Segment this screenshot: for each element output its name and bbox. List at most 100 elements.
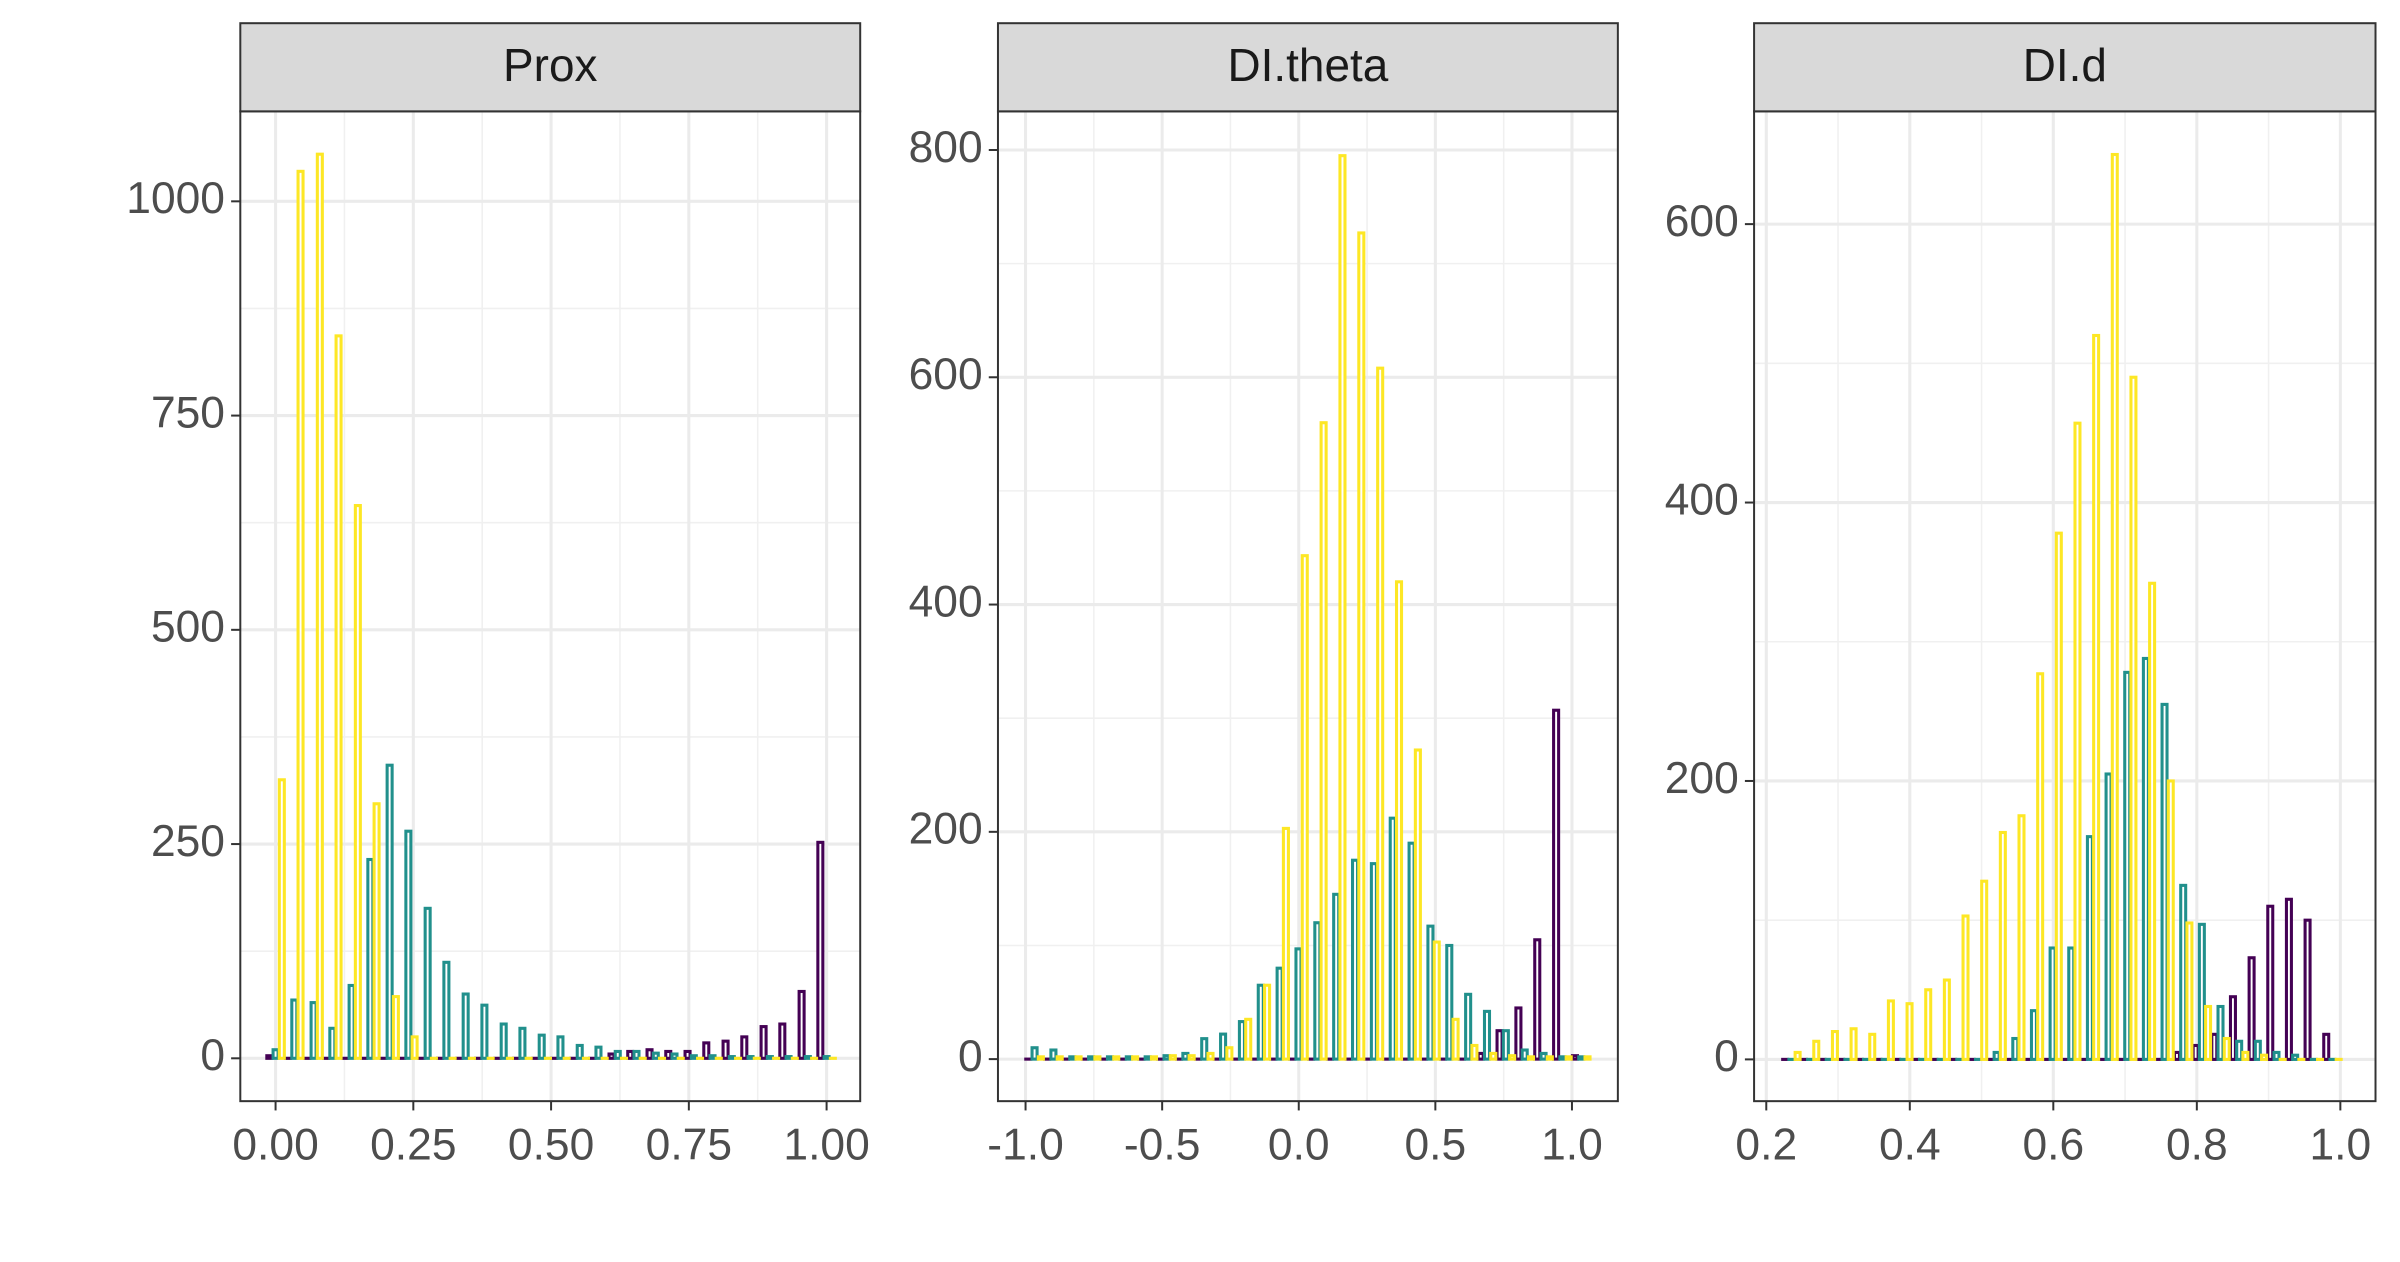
bar <box>2191 1043 2200 1061</box>
bar <box>2148 581 2157 1061</box>
y-tick-label: 500 <box>151 602 225 651</box>
bar <box>2123 670 2132 1061</box>
bar <box>1112 1055 1121 1061</box>
bar <box>1124 1055 1133 1061</box>
strip <box>1753 22 2377 113</box>
bar <box>2235 1039 2244 1061</box>
x-tick-label: 0.4 <box>1879 1120 1941 1169</box>
bar <box>1426 924 1435 1061</box>
bar <box>721 1039 730 1060</box>
bar <box>347 983 356 1060</box>
bar <box>2228 995 2237 1061</box>
bar <box>702 1041 711 1060</box>
bar <box>334 334 343 1060</box>
bar <box>1558 1055 1567 1061</box>
y-tick-label: 250 <box>151 817 225 866</box>
bar <box>1087 1055 1096 1061</box>
bar <box>740 1035 749 1060</box>
bar <box>2197 922 2206 1061</box>
bar <box>2253 1039 2262 1061</box>
bar <box>594 1045 603 1060</box>
bar <box>1451 1017 1460 1061</box>
bar <box>328 1026 337 1060</box>
bar <box>746 1055 755 1060</box>
y-tick-label: 0 <box>958 1032 983 1081</box>
bar <box>1300 554 1309 1061</box>
bar <box>1432 940 1441 1061</box>
bar <box>2260 1053 2269 1061</box>
y-tick-label: 600 <box>1665 197 1739 246</box>
bar <box>1564 1055 1573 1061</box>
bar <box>1049 1048 1058 1061</box>
bar <box>1313 921 1322 1061</box>
bar <box>1793 1050 1802 1061</box>
bar <box>1508 1054 1517 1061</box>
bar <box>2073 421 2082 1061</box>
bar <box>1149 1055 1159 1061</box>
bar <box>1470 1043 1479 1061</box>
bar <box>1394 580 1404 1061</box>
bar <box>480 1003 489 1060</box>
bar <box>1319 421 1328 1061</box>
y-tick-label: 200 <box>1665 754 1739 803</box>
strip-title: DI.theta <box>1228 39 1389 91</box>
bar <box>645 1048 654 1060</box>
bar <box>1237 1020 1246 1061</box>
bar <box>2036 672 2045 1061</box>
bar <box>1256 983 1265 1061</box>
bar <box>1905 1002 1914 1061</box>
bar <box>1539 1051 1548 1061</box>
y-tick-label: 200 <box>909 804 983 853</box>
bar <box>689 1054 698 1060</box>
bar <box>1181 1051 1190 1061</box>
bar <box>2303 918 2312 1061</box>
bar <box>1068 1055 1077 1061</box>
bar <box>366 857 375 1060</box>
bar <box>2185 921 2194 1061</box>
bar <box>2048 946 2057 1061</box>
bar <box>803 1055 812 1060</box>
bar <box>1206 1051 1215 1061</box>
bar <box>1338 154 1347 1061</box>
bar <box>1376 366 1385 1061</box>
bar <box>1369 862 1378 1061</box>
bar <box>277 778 286 1060</box>
strip <box>239 22 862 113</box>
bar <box>1992 1050 2001 1061</box>
bar <box>778 1022 787 1060</box>
bar <box>575 1043 584 1060</box>
bar <box>391 995 400 1060</box>
bar <box>1055 1055 1064 1061</box>
y-tick-label: 800 <box>909 123 983 172</box>
bar <box>613 1049 622 1060</box>
bar <box>1849 1027 1858 1061</box>
bar <box>1476 1051 1485 1061</box>
bar <box>385 763 394 1060</box>
bar <box>1093 1055 1102 1061</box>
bar <box>2011 1036 2020 1061</box>
bar <box>1489 1051 1498 1061</box>
y-tick-label: 400 <box>909 577 983 626</box>
x-tick-label: 1.0 <box>1541 1120 1603 1169</box>
y-tick-label: 750 <box>151 388 225 437</box>
x-tick-label: 0.75 <box>646 1120 732 1169</box>
x-tick-label: 0.0 <box>1268 1120 1330 1169</box>
bar <box>2204 1004 2213 1061</box>
bar <box>1030 1046 1039 1061</box>
bar <box>1225 1046 1234 1061</box>
bar <box>670 1052 679 1060</box>
x-tick-label: 0.2 <box>1735 1120 1797 1169</box>
bar <box>1445 943 1454 1061</box>
bar <box>2017 814 2026 1061</box>
bar <box>816 840 825 1060</box>
bar <box>727 1055 736 1060</box>
bar <box>1501 1029 1510 1061</box>
bar <box>1407 841 1416 1061</box>
bar <box>315 152 324 1060</box>
bar <box>784 1055 793 1060</box>
bar <box>708 1054 717 1060</box>
bar <box>2160 702 2169 1061</box>
bar <box>1495 1029 1504 1061</box>
bar <box>1162 1054 1171 1061</box>
x-tick-label: 0.25 <box>370 1120 456 1169</box>
